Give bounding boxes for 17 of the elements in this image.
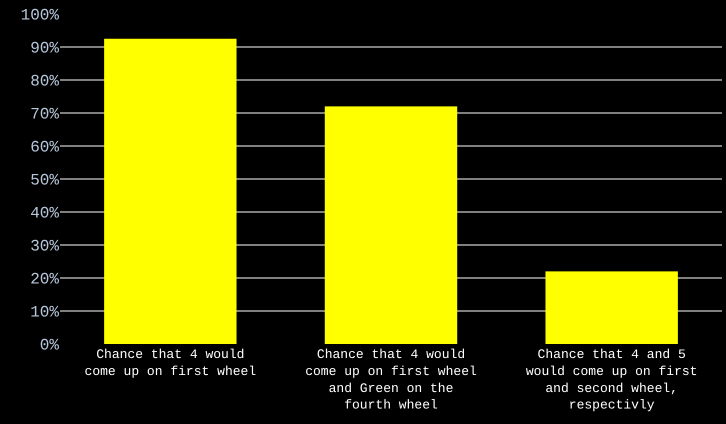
- y-tick-label: 40%: [30, 204, 60, 223]
- y-tick-label: 0%: [40, 336, 60, 355]
- x-tick-label: Chance that 4 and 5 would come up on first and second wheel, respectivly: [526, 347, 698, 413]
- bar: [324, 106, 458, 344]
- y-tick-label: 100%: [20, 6, 60, 25]
- y-tick-label: 90%: [30, 40, 60, 58]
- bar: [104, 38, 237, 344]
- y-tick-label: 30%: [30, 238, 60, 256]
- y-tick-label: 60%: [30, 138, 60, 157]
- y-tick-label: 80%: [30, 72, 60, 91]
- y-tick-label: 10%: [30, 304, 60, 322]
- y-tick-label: 20%: [30, 270, 60, 289]
- y-tick-label: 50%: [30, 172, 60, 190]
- x-tick-label: Chance that 4 would come up on first wheel: [84, 347, 256, 379]
- y-tick-label: 70%: [30, 106, 60, 124]
- x-tick-label: Chance that 4 would come up on first wheel and Green on the fourth wheel: [305, 347, 478, 413]
- bar: [545, 271, 678, 344]
